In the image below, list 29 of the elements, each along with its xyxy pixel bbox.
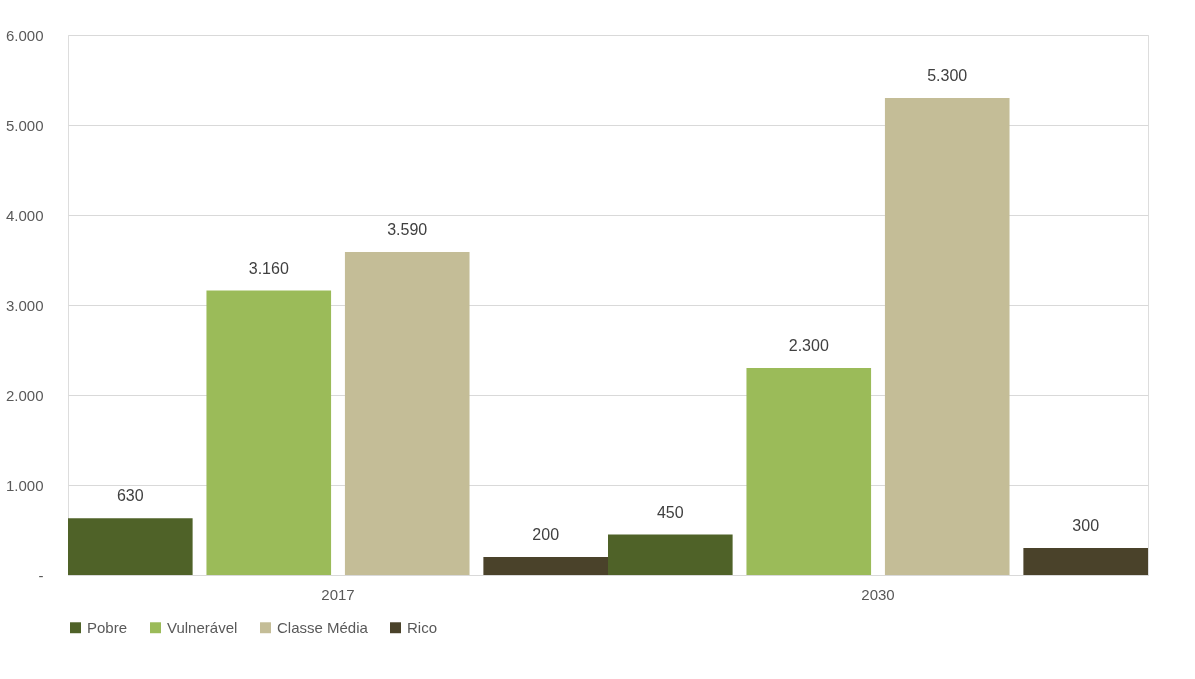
x-tick-label: 2030 xyxy=(861,585,895,603)
data-label: 200 xyxy=(532,526,560,543)
bar xyxy=(746,368,872,575)
y-tick-label: - xyxy=(38,566,44,584)
legend-label: Pobre xyxy=(87,618,128,636)
legend-label: Rico xyxy=(407,618,438,636)
data-label: 450 xyxy=(656,503,684,521)
bar xyxy=(206,290,332,575)
bar xyxy=(608,534,733,575)
data-label: 5.300 xyxy=(927,67,968,84)
data-label: 3.160 xyxy=(248,259,289,277)
y-tick-label: 1.000 xyxy=(5,476,44,494)
data-label: 3.590 xyxy=(387,220,428,238)
y-tick-label: 5.000 xyxy=(5,116,44,134)
y-tick-label: 4.000 xyxy=(5,206,44,224)
bar xyxy=(344,251,470,575)
data-label: 300 xyxy=(1072,517,1100,534)
data-label: 630 xyxy=(116,487,144,505)
bar xyxy=(884,98,1010,575)
legend-label: Vulnerável xyxy=(167,618,238,636)
y-tick-label: 2.000 xyxy=(5,386,44,404)
bar xyxy=(1023,548,1148,575)
y-tick-label: 6.000 xyxy=(5,26,44,44)
bar xyxy=(68,518,193,575)
legend-label: Classe Média xyxy=(277,618,369,636)
x-tick-label: 2017 xyxy=(321,585,355,603)
y-tick-label: 3.000 xyxy=(5,296,44,314)
data-label: 2.300 xyxy=(788,337,829,354)
bar xyxy=(483,557,608,575)
